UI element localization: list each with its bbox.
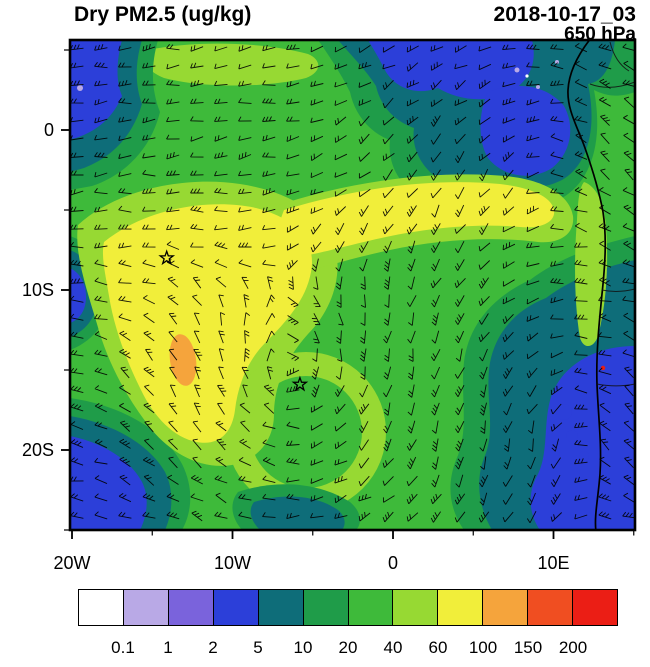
colorbar-box bbox=[302, 590, 348, 625]
star-marker bbox=[291, 375, 309, 392]
colorbar-box bbox=[212, 590, 258, 625]
map-border bbox=[68, 38, 637, 532]
colorbar-tick-label: 150 bbox=[513, 638, 543, 657]
colorbar bbox=[78, 589, 618, 626]
colorbar-tick-label: 2 bbox=[208, 638, 218, 657]
colorbar-tick-label: 60 bbox=[428, 638, 448, 657]
colorbar-box bbox=[392, 590, 438, 625]
lat-tick-label: 10S bbox=[21, 280, 54, 300]
colorbar-box bbox=[257, 590, 303, 625]
lon-tick-label: 0 bbox=[387, 553, 399, 573]
colorbar-tick-label: 100 bbox=[468, 638, 498, 657]
colorbar-box bbox=[347, 590, 393, 625]
country-borders bbox=[589, 41, 635, 387]
colorbar-box bbox=[527, 590, 573, 625]
colorbar-box bbox=[122, 590, 168, 625]
star-marker bbox=[158, 249, 176, 266]
longitude-axis: 20W 10W 0 10E bbox=[53, 551, 635, 575]
colorbar-tick-label: 1 bbox=[163, 638, 173, 657]
pressure-level-label: 650 hPa bbox=[564, 24, 636, 45]
colorbar-tick-label: 0.1 bbox=[111, 638, 135, 657]
colorbar-tick-label: 10 bbox=[293, 638, 313, 657]
colorbar-labels: 0.1 1 2 5 10 20 40 60 100 150 200 bbox=[78, 637, 618, 659]
lon-tick-label: 20W bbox=[53, 553, 91, 573]
latitude-axis: 0 10S 20S bbox=[0, 0, 58, 600]
wind-barbs bbox=[70, 43, 635, 524]
colorbar-tick-label: 5 bbox=[253, 638, 263, 657]
pm25-filled-contours bbox=[70, 40, 635, 530]
lat-tick-label: 20S bbox=[21, 440, 54, 460]
lon-tick-label: 10W bbox=[213, 553, 252, 573]
colorbar-box bbox=[79, 590, 123, 625]
plot-datetime: 2018-10-17_03 bbox=[493, 3, 636, 26]
contour-map bbox=[61, 38, 637, 539]
plot-title: Dry PM2.5 (ug/kg) bbox=[74, 3, 252, 26]
colorbar-box bbox=[167, 590, 213, 625]
colorbar-tick-label: 20 bbox=[338, 638, 358, 657]
colorbar-tick-label: 200 bbox=[558, 638, 588, 657]
lon-tick-label: 10E bbox=[537, 553, 570, 573]
colorbar-box bbox=[437, 590, 483, 625]
colorbar-box bbox=[572, 590, 618, 625]
colorbar-box bbox=[482, 590, 528, 625]
station-markers bbox=[158, 249, 309, 392]
lat-tick-label: 0 bbox=[43, 120, 54, 140]
colorbar-tick-label: 40 bbox=[383, 638, 403, 657]
